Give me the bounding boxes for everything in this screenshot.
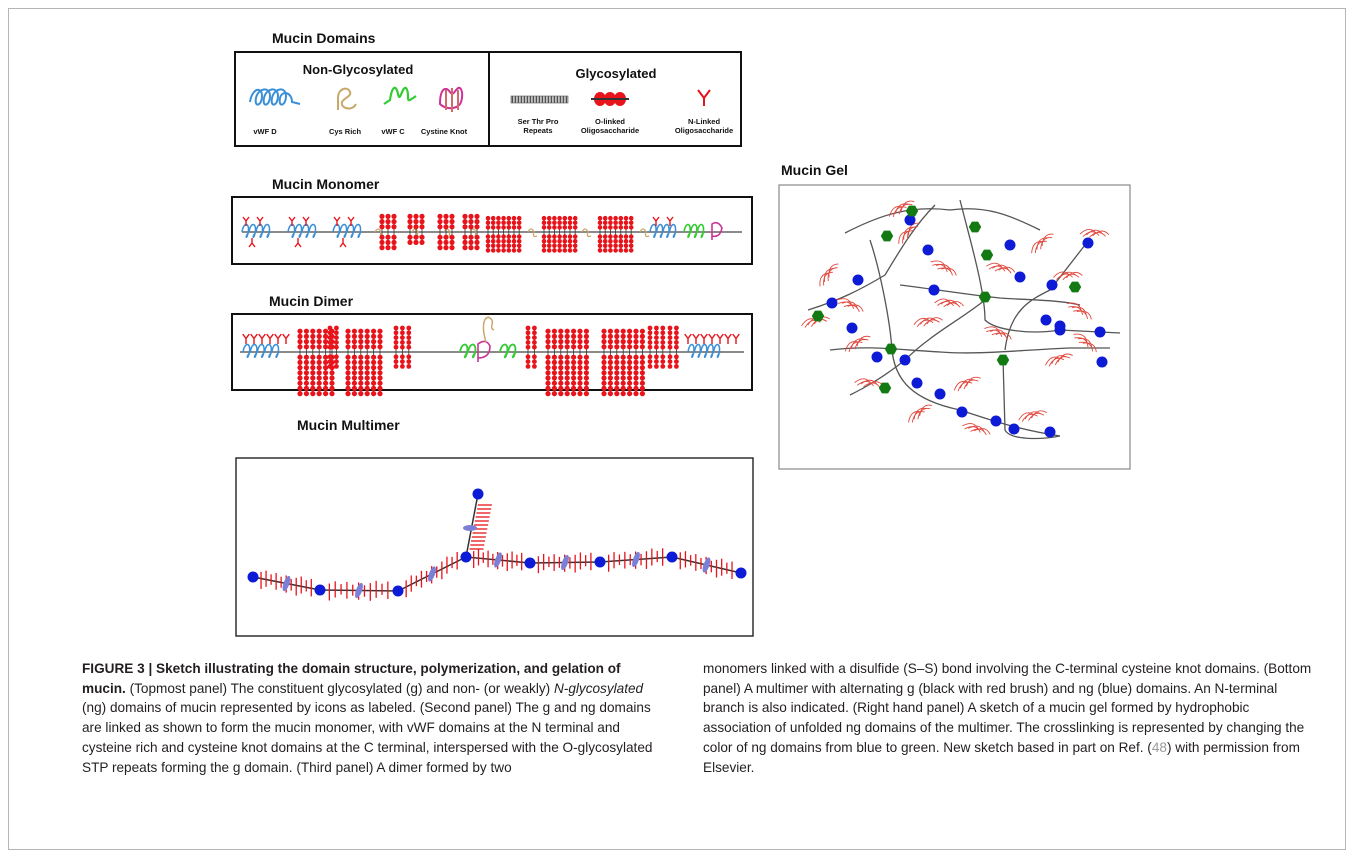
dimer-panel <box>231 313 753 397</box>
reference-link[interactable]: 48 <box>1151 739 1167 755</box>
monomer-illustration <box>241 213 723 253</box>
dimer-panel-title: Mucin Dimer <box>269 293 354 309</box>
vwf-c-label: vWF C <box>381 127 405 136</box>
cystine-knot-label: Cystine Knot <box>421 127 468 136</box>
multimer-panel <box>235 457 754 637</box>
vwf-c-icon <box>383 86 417 105</box>
n-linked-label-line1: N-Linked <box>688 117 721 126</box>
dimer-illustration <box>242 316 740 397</box>
multimer-panel-title: Mucin Multimer <box>297 417 400 433</box>
gel-illustration <box>801 199 1121 440</box>
figure-frame <box>8 8 1346 850</box>
stp-repeats-icon <box>510 95 569 104</box>
monomer-panel <box>231 196 753 265</box>
figure-caption-label: FIGURE 3 | Sketch illustrating the domai… <box>82 661 621 696</box>
o-linked-label-line2: Oligosaccharide <box>581 126 639 135</box>
non-glycosylated-heading: Non-Glycosylated <box>303 62 414 77</box>
domains-panel: Non-Glycosylated Glycosylated vWF D Cys … <box>234 51 742 147</box>
gel-panel-title: Mucin Gel <box>781 162 848 178</box>
figure-caption-right-column: monomers linked with a disulfide (S–S) b… <box>703 659 1313 777</box>
cystine-knot-icon <box>438 86 464 112</box>
figure-illustration: Mucin Domains Mucin Monomer Mucin Dimer … <box>231 30 1131 637</box>
caption-italic-term: N-glycosylated <box>553 680 644 696</box>
vwf-d-label: vWF D <box>253 127 277 136</box>
cys-rich-label: Cys Rich <box>329 127 362 136</box>
n-linked-label-line2: Oligosaccharide <box>675 126 733 135</box>
caption-text-2: (ng) domains of mucin represented by ico… <box>82 700 653 775</box>
o-linked-oligosaccharide-icon <box>591 92 629 106</box>
stp-label-line2: Repeats <box>523 126 552 135</box>
domains-panel-title: Mucin Domains <box>272 30 376 46</box>
monomer-panel-title: Mucin Monomer <box>272 176 380 192</box>
glycosylated-heading: Glycosylated <box>576 66 657 81</box>
figure-caption-left-column: FIGURE 3 | Sketch illustrating the domai… <box>82 659 657 777</box>
cys-rich-icon <box>337 87 357 110</box>
vwf-d-icon <box>249 88 301 106</box>
n-linked-oligosaccharide-icon <box>697 89 711 106</box>
multimer-illustration <box>247 488 747 601</box>
gel-panel <box>778 184 1131 470</box>
caption-text-4: ) with permission from Elsevier. <box>703 739 1300 775</box>
caption-text-1: (Topmost panel) The constituent glycosyl… <box>125 680 554 696</box>
stp-label-line1: Ser Thr Pro <box>518 117 559 126</box>
caption-text-3: monomers linked with a disulfide (S–S) b… <box>703 661 1312 755</box>
o-linked-label-line1: O-linked <box>595 117 625 126</box>
